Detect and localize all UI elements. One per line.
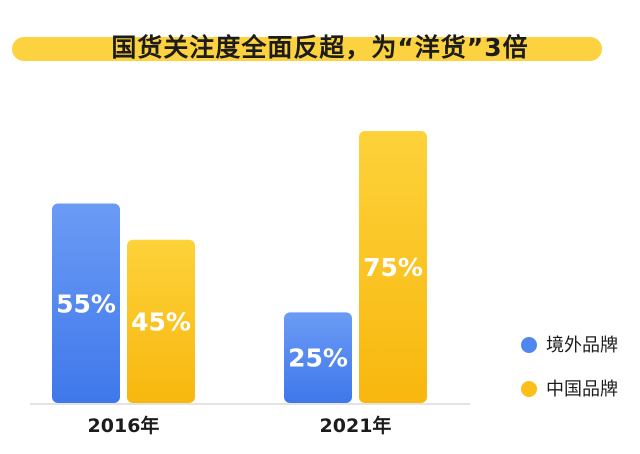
chart-title: 国货关注度全面反超，为“洋货”3倍 bbox=[111, 33, 529, 62]
data-label-0-1: 25% bbox=[288, 344, 348, 373]
bar-foreign-1 bbox=[284, 312, 352, 403]
category-label-1: 2021年 bbox=[320, 414, 392, 437]
legend-label-1: 中国品牌 bbox=[546, 379, 618, 400]
legend-marker-0 bbox=[521, 337, 537, 353]
legend-label-0: 境外品牌 bbox=[546, 335, 618, 356]
bar-domestic-0 bbox=[127, 239, 195, 403]
category-label-0: 2016年 bbox=[88, 414, 160, 437]
bar-foreign-0 bbox=[52, 203, 120, 403]
bar-domestic-1 bbox=[359, 131, 427, 403]
title-highlight bbox=[12, 37, 602, 61]
data-label-1-0: 45% bbox=[131, 307, 191, 336]
data-label-1-1: 75% bbox=[363, 253, 423, 282]
legend-marker-1 bbox=[521, 381, 537, 397]
data-label-0-0: 55% bbox=[56, 289, 116, 318]
